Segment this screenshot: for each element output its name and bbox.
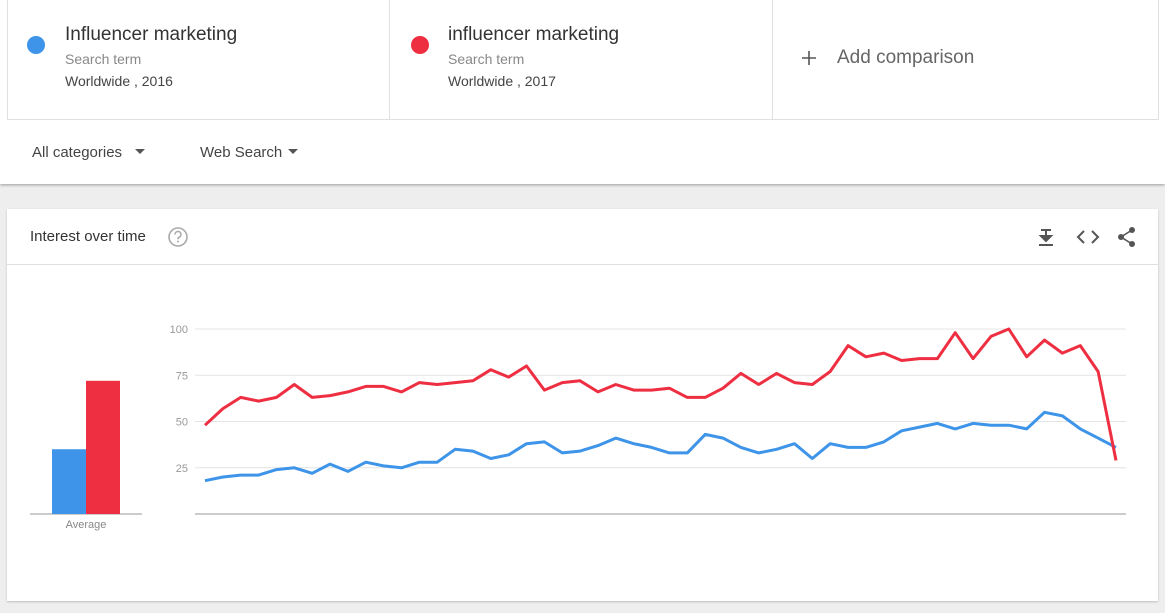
term-dot: [411, 36, 429, 54]
term-name: influencer marketing: [448, 24, 620, 45]
term-scope: Worldwide , 2017: [448, 73, 556, 89]
average-label: Average: [66, 519, 107, 531]
term-card[interactable]: [7, 0, 390, 120]
average-bar: [52, 449, 86, 514]
term-name: Influencer marketing: [65, 24, 238, 45]
series-line: [203, 327, 1118, 461]
term-kind: Search term: [65, 51, 142, 67]
average-bar: [86, 380, 120, 514]
add-comparison[interactable]: Add comparison: [837, 47, 975, 68]
y-tick-label: 25: [176, 463, 188, 475]
term-scope: Worldwide , 2016: [65, 73, 173, 89]
series-line: [204, 410, 1117, 483]
embed-icon[interactable]: [1076, 228, 1100, 246]
panel-title: Interest over time: [30, 228, 146, 245]
term-card[interactable]: [389, 0, 772, 120]
dropdown-arrow: [288, 149, 298, 154]
plus-icon: [802, 51, 816, 65]
category-filter[interactable]: All categories: [32, 144, 123, 161]
y-tick-label: 100: [170, 324, 188, 336]
dropdown-arrow: [135, 149, 145, 154]
panel: Interest over time: [7, 209, 1158, 601]
help-icon[interactable]: [167, 226, 189, 248]
term-dot: [27, 36, 45, 54]
header: Influencer marketing Search term Worldwi…: [0, 0, 1165, 184]
add-card[interactable]: [772, 0, 1159, 120]
y-tick-label: 75: [176, 370, 188, 382]
term-kind: Search term: [448, 51, 525, 67]
divider: [7, 264, 1158, 265]
share-icon[interactable]: [1117, 226, 1137, 248]
download-icon[interactable]: [1037, 228, 1055, 248]
search-type-filter[interactable]: Web Search: [200, 144, 283, 161]
y-tick-label: 50: [176, 417, 188, 429]
